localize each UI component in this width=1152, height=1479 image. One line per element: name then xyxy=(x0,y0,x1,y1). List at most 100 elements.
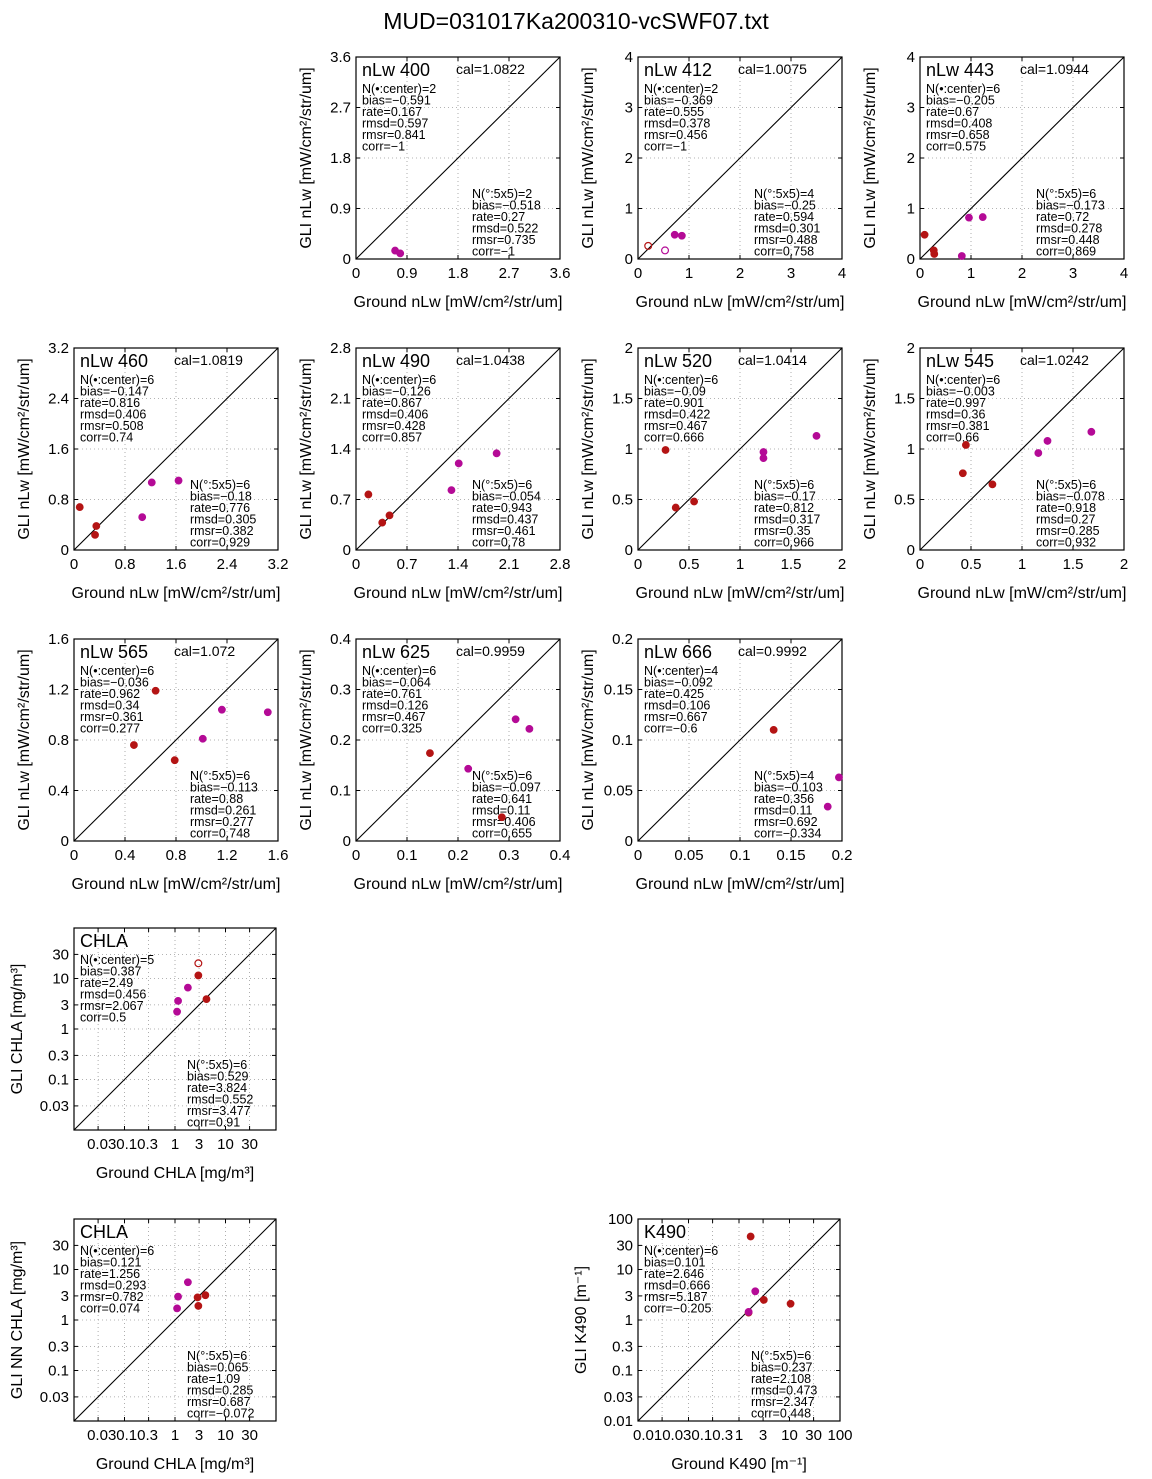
x-tick-label: 1.2 xyxy=(217,847,238,864)
data-point xyxy=(464,764,473,773)
y-tick-label: 0 xyxy=(625,833,633,850)
x-tick-label: 1 xyxy=(736,556,744,573)
stats-center-line: bias=−0.036 xyxy=(80,676,149,690)
y-tick-label: 3 xyxy=(625,1288,633,1305)
data-point xyxy=(194,971,203,980)
x-tick-label: 30 xyxy=(241,1136,258,1153)
stats-center-line: rmsd=0.126 xyxy=(362,699,428,713)
y-tick-label: 0.7 xyxy=(330,492,351,509)
y-tick-label: 2 xyxy=(625,340,633,357)
x-tick-label: 2.4 xyxy=(217,556,238,573)
x-tick-label: 10 xyxy=(781,1427,798,1444)
stats-5x5-line: rate=0.72 xyxy=(1036,210,1089,224)
y-tick-label: 0.1 xyxy=(48,1363,69,1380)
stats-5x5-line: rmsr=0.382 xyxy=(190,524,254,538)
stats-5x5-line: corr=0.78 xyxy=(472,536,525,550)
y-tick-label: 0 xyxy=(343,251,351,268)
y-tick-label: 1.4 xyxy=(330,441,351,458)
stats-center-line: rate=0.425 xyxy=(644,687,704,701)
x-tick-label: 0 xyxy=(916,265,924,282)
y-tick-label: 0.4 xyxy=(330,631,351,648)
cal-value: cal=1.0414 xyxy=(738,352,807,368)
stats-center-line: corr=−0.205 xyxy=(644,1302,711,1316)
y-tick-label: 1 xyxy=(625,441,633,458)
data-point xyxy=(958,469,967,478)
data-point xyxy=(677,231,686,240)
stats-center-line: rmsr=0.456 xyxy=(644,128,708,142)
stats-5x5-line: rmsr=0.35 xyxy=(754,524,811,538)
data-point xyxy=(194,959,203,968)
stats-center-line: rate=0.816 xyxy=(80,396,140,410)
stats-center-line: rmsr=2.067 xyxy=(80,999,144,1013)
stats-5x5-line: bias=−0.103 xyxy=(754,781,823,795)
y-tick-label: 2.7 xyxy=(330,100,351,117)
data-point xyxy=(75,503,84,511)
cal-value: cal=1.0819 xyxy=(174,352,243,368)
x-tick-label: 0.7 xyxy=(397,556,418,573)
x-axis-label: Ground nLw [mW/cm²/str/um] xyxy=(636,585,845,602)
stats-center-line: bias=0.121 xyxy=(80,1256,142,1270)
data-point xyxy=(965,213,973,222)
stats-5x5-line: bias=−0.113 xyxy=(190,781,258,795)
stats-center-line: N(•:center)=6 xyxy=(644,1244,718,1258)
panel-label: nLw 520 xyxy=(644,351,712,371)
data-point xyxy=(670,230,679,239)
data-point xyxy=(823,802,832,811)
one-to-one-line xyxy=(73,347,279,551)
one-to-one-line xyxy=(637,347,843,551)
data-point xyxy=(988,480,997,489)
one-to-one-line xyxy=(73,1218,277,1422)
stats-5x5-line: N(°:5x5)=6 xyxy=(472,478,532,492)
one-to-one-line xyxy=(637,638,843,842)
y-tick-label: 0.1 xyxy=(612,732,633,749)
stats-center-line: corr=0.857 xyxy=(362,431,422,445)
data-point xyxy=(147,478,156,487)
y-tick-label: 3 xyxy=(625,100,633,117)
stats-center-line: rmsd=0.597 xyxy=(362,117,428,131)
x-tick-label: 2 xyxy=(736,265,744,282)
stats-5x5-line: N(°:5x5)=4 xyxy=(754,187,814,201)
x-axis-label: Ground nLw [mW/cm²/str/um] xyxy=(636,876,845,893)
y-axis-label: GLI NN CHLA [mg/m³] xyxy=(9,1241,26,1399)
panel-label: nLw 545 xyxy=(926,351,994,371)
x-tick-label: 0.1 xyxy=(730,847,751,864)
panel-nlw625: 0 0.1 0.2 0.3 0.4 0 0.1 0.2 0.3 0.4 Ground nLw [mW… xyxy=(298,631,570,893)
stats-5x5-line: corr=0.448 xyxy=(751,1407,811,1421)
stats-5x5-line: bias=−0.25 xyxy=(754,199,816,213)
y-tick-label: 0 xyxy=(907,251,915,268)
y-tick-label: 0 xyxy=(625,542,633,559)
x-tick-label: 10 xyxy=(217,1136,234,1153)
stats-center-line: rmsd=0.406 xyxy=(80,408,146,422)
stats-5x5-line: corr=0.748 xyxy=(190,827,250,841)
panel-label: K490 xyxy=(644,1222,686,1242)
stats-center-line: rmsd=0.378 xyxy=(644,117,710,131)
stats-center-line: corr=0.575 xyxy=(926,140,986,154)
panel-label: CHLA xyxy=(80,1222,128,1242)
y-tick-label: 0 xyxy=(343,542,351,559)
data-point xyxy=(91,530,99,539)
stats-center-line: N(•:center)=6 xyxy=(362,373,436,387)
stats-5x5-line: N(°:5x5)=6 xyxy=(190,478,250,492)
x-tick-label: 0.8 xyxy=(115,556,136,573)
stats-center-line: bias=−0.369 xyxy=(644,94,713,108)
stats-5x5-line: rmsr=0.461 xyxy=(472,524,536,538)
one-to-one-line xyxy=(919,56,1125,260)
y-tick-label: 4 xyxy=(625,49,633,66)
y-axis-label: GLI nLw [mW/cm²/str/um] xyxy=(862,358,879,539)
data-point xyxy=(744,1307,753,1316)
stats-center-line: corr=0.277 xyxy=(80,722,140,736)
data-point xyxy=(378,518,387,527)
y-axis-label: GLI nLw [mW/cm²/str/um] xyxy=(16,649,33,830)
one-to-one-line xyxy=(637,56,843,260)
y-tick-label: 0.8 xyxy=(48,732,69,749)
stats-center-line: corr=0.5 xyxy=(80,1011,126,1025)
stats-5x5-line: rate=0.918 xyxy=(1036,501,1096,515)
stats-center-line: N(•:center)=2 xyxy=(644,82,718,96)
data-point xyxy=(525,724,534,733)
x-tick-label: 1 xyxy=(685,265,693,282)
x-axis-label: Ground nLw [mW/cm²/str/um] xyxy=(72,876,281,893)
data-point xyxy=(263,708,272,717)
x-tick-label: 1 xyxy=(1018,556,1026,573)
cal-value: cal=1.0075 xyxy=(738,61,807,77)
y-tick-label: 0.8 xyxy=(48,492,69,509)
